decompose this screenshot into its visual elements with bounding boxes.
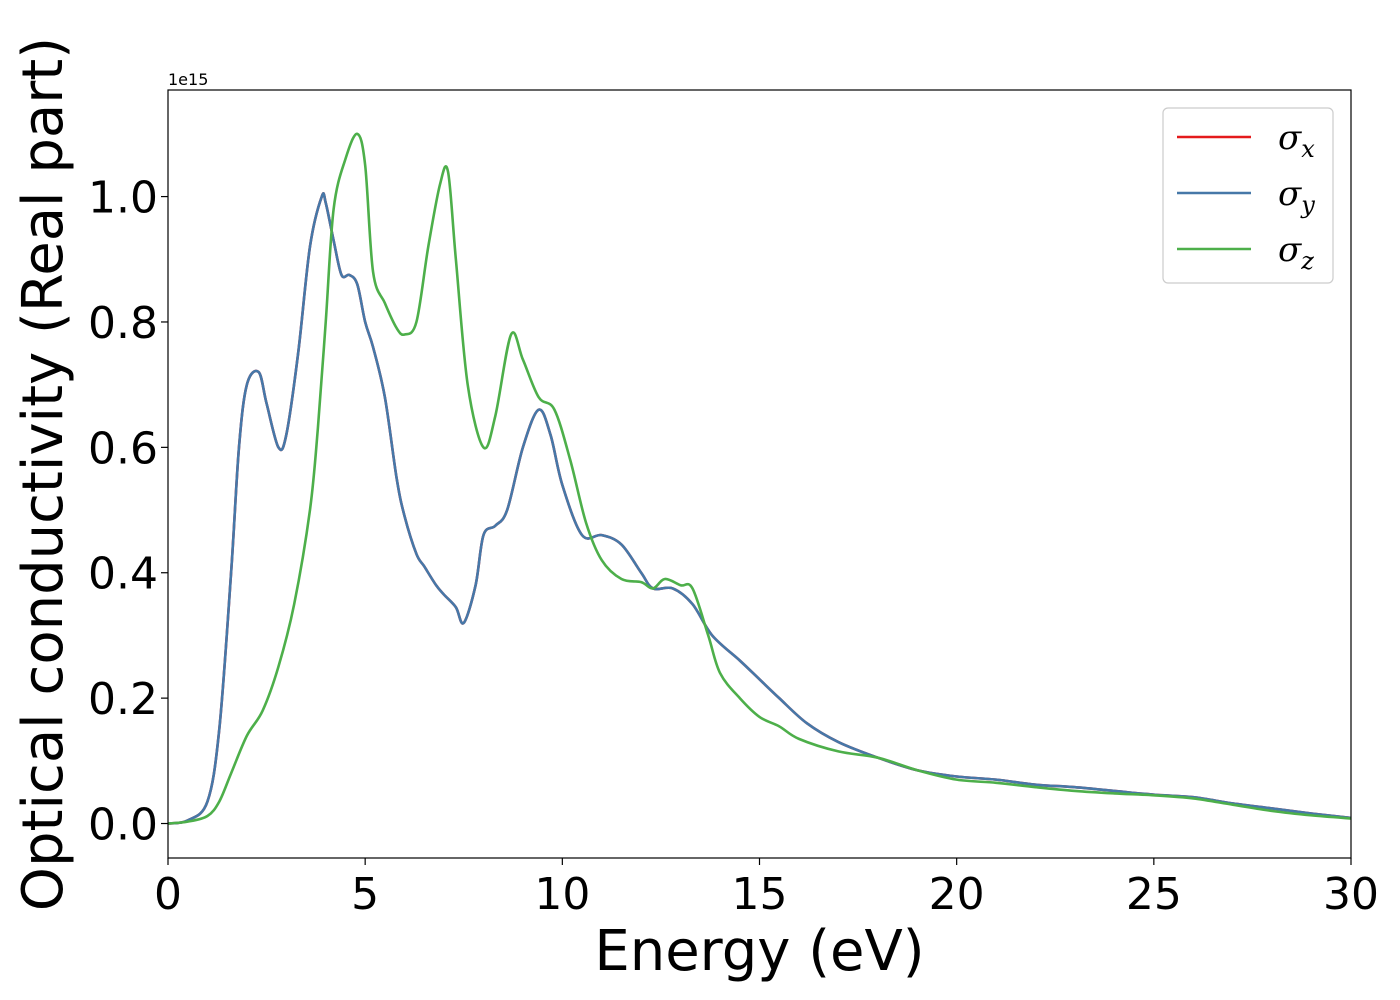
plot-area <box>168 90 1351 858</box>
legend: σx σy σz <box>1162 107 1334 284</box>
y-offset-label: 1e15 <box>168 70 208 89</box>
legend-label-z: σz <box>1278 230 1314 275</box>
y-tick-label: 0.0 <box>88 800 158 851</box>
x-tick-label: 5 <box>351 869 379 920</box>
legend-label-y: σy <box>1278 174 1315 219</box>
y-axis-ticks: 0.0 0.2 0.4 0.6 0.8 1.0 <box>88 173 168 851</box>
y-tick-label: 0.4 <box>88 549 158 600</box>
series-line-z <box>167 132 1352 825</box>
series-layer <box>167 132 1352 825</box>
x-axis-title: Energy (eV) <box>594 919 924 984</box>
y-tick-label: 1.0 <box>88 173 158 224</box>
legend-label-x: σx <box>1278 118 1315 163</box>
y-tick-label: 0.6 <box>88 423 158 474</box>
x-axis-ticks: 0 5 10 15 20 25 30 <box>154 858 1379 920</box>
y-tick-label: 0.8 <box>88 298 158 349</box>
legend-box <box>1162 107 1334 284</box>
x-tick-label: 0 <box>154 869 182 920</box>
y-tick-label: 0.2 <box>88 674 158 725</box>
x-tick-label: 10 <box>534 869 590 920</box>
x-tick-label: 20 <box>929 869 985 920</box>
x-tick-label: 25 <box>1126 869 1182 920</box>
y-axis-title: Optical conductivity (Real part) <box>11 37 76 911</box>
x-tick-label: 15 <box>732 869 788 920</box>
x-tick-label: 30 <box>1323 869 1379 920</box>
